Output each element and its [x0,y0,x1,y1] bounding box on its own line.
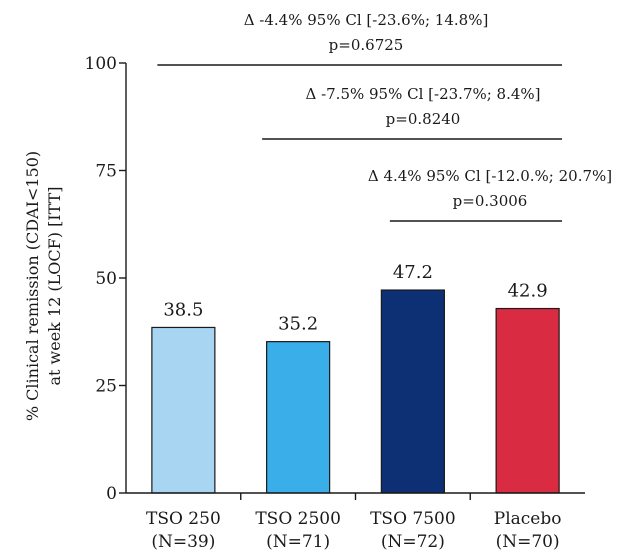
y-tick-label-75: 75 [95,162,117,182]
data-label-3: 47.2 [393,262,433,283]
y-axis-label-line-2: at week 12 (LOCF) [ITT] [45,186,64,385]
comparison-annotations: Δ -4.4% 95% Cl [-23.6%; 14.8%] p=0.6725 Δ … [157,11,612,222]
x-tick-label-3: TSO 7500 (N=72) [370,509,456,552]
y-axis: 0 25 50 75 100 [85,54,127,504]
bar-3 [380,289,445,494]
x-axis: TSO 250 (N=39) TSO 2500 (N=71) TSO 7500 (N=72… [126,492,585,552]
data-label-4: 42.9 [508,281,548,302]
y-tick-label-50: 50 [95,269,117,289]
bar-1 [151,326,216,494]
annotation-ci-2: Δ -7.5% 95% Cl [-23.7%; 8.4%] [305,85,540,103]
bar-4 [495,307,560,494]
x-tick-label-4: Placebo (N=70) [494,509,562,552]
bar-2 [266,341,331,494]
annotation-p-2: p=0.8240 [386,110,461,128]
y-tick-label-0: 0 [106,484,117,504]
y-axis-label-line-1: % Clinical remission (CDAI<150) [23,151,42,421]
y-tick-label-100: 100 [85,54,117,74]
data-labels: 38.5 35.2 47.2 42.9 [163,262,547,335]
annotation-ci-1: Δ -4.4% 95% Cl [-23.6%; 14.8%] [244,11,489,29]
annotation-ci-3: Δ 4.4% 95% Cl [-12.0.%; 20.7%] [368,167,612,185]
y-tick-label-25: 25 [95,377,117,397]
bars [151,289,560,494]
annotation-p-3: p=0.3006 [453,192,528,210]
data-label-1: 38.5 [163,299,203,320]
y-axis-label: % Clinical remission (CDAI<150) at week 1… [23,151,64,421]
annotation-p-1: p=0.6725 [329,36,404,54]
x-tick-label-1: TSO 250 (N=39) [146,509,221,552]
data-label-2: 35.2 [278,314,318,335]
x-tick-label-2: TSO 2500 (N=71) [255,509,341,552]
